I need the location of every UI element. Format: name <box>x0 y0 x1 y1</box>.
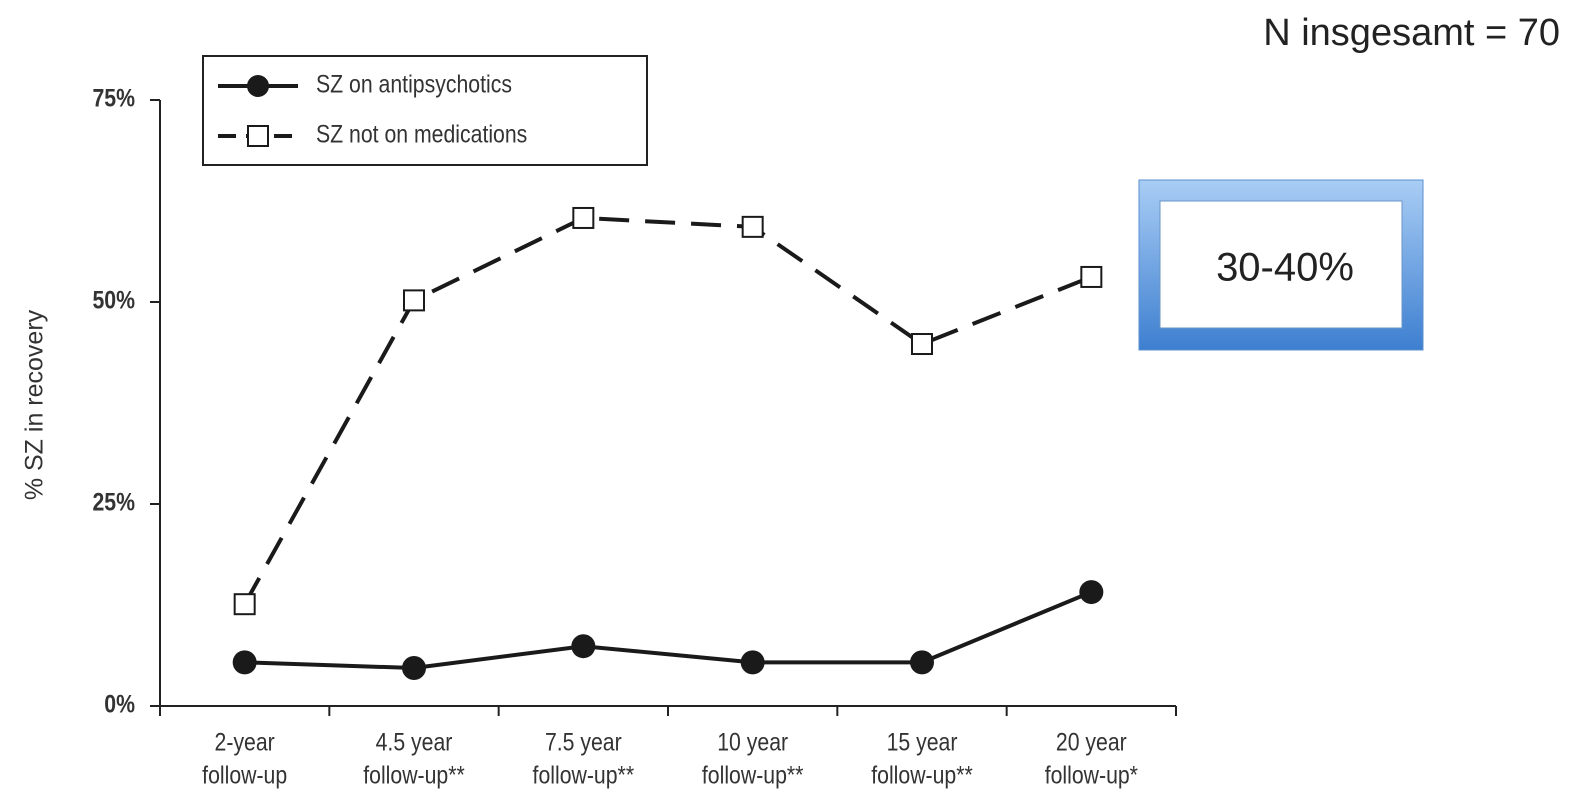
point <box>403 289 425 312</box>
point <box>740 650 765 675</box>
x-tick-label: 15 year <box>887 728 958 756</box>
x-tick-label: follow-up** <box>871 761 973 789</box>
x-tick-label: 7.5 year <box>545 728 622 756</box>
legend-marker <box>247 75 269 97</box>
x-tick-label: 2-year <box>215 728 275 756</box>
x-tick-label: follow-up** <box>533 761 635 789</box>
y-tick-label: 75% <box>92 84 135 112</box>
point <box>1080 265 1103 288</box>
y-axis-label: % SZ in recovery <box>21 309 49 500</box>
point <box>572 206 595 229</box>
x-tick-label: follow-up** <box>363 761 465 789</box>
series-line <box>242 215 1093 606</box>
y-tick-label: 50% <box>92 286 135 314</box>
point <box>571 634 596 659</box>
y-tick-label: 0% <box>104 690 135 718</box>
point <box>232 650 257 675</box>
x-tick-label: 20 year <box>1056 728 1127 756</box>
x-tick-label: follow-up** <box>702 761 804 789</box>
x-tick-label: 10 year <box>717 728 788 756</box>
x-tick-label: 4.5 year <box>376 728 453 756</box>
annotation: 30-40% <box>1216 246 1354 290</box>
annotation-inner <box>1159 200 1403 329</box>
x-tick-label: follow-up <box>202 761 287 789</box>
legend-marker <box>247 125 269 147</box>
point <box>233 593 256 616</box>
legend-label: SZ not on medications <box>316 120 527 148</box>
point <box>402 656 426 681</box>
legend <box>202 55 648 166</box>
x-tick-label: follow-up* <box>1045 761 1138 789</box>
point <box>1079 580 1104 605</box>
y-tick-label: 25% <box>92 488 135 516</box>
series-line <box>244 590 1093 671</box>
point <box>910 650 934 675</box>
legend-label: SZ on antipsychotics <box>316 70 512 98</box>
annotation: N insgesamt = 70 <box>1263 12 1560 54</box>
point <box>741 215 764 238</box>
point <box>911 333 933 356</box>
